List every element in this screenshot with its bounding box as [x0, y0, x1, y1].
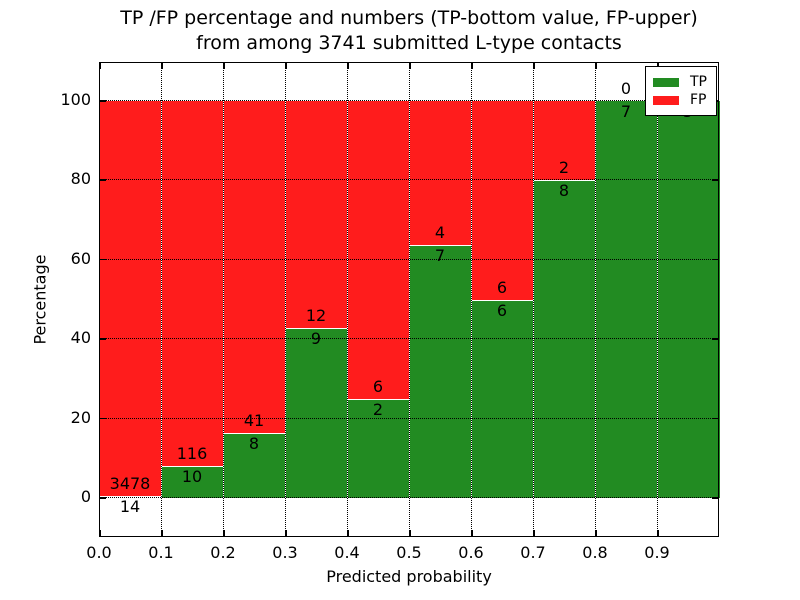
legend-item-tp: TP: [653, 74, 709, 90]
bar-segment-fp: [409, 100, 473, 247]
bar-count-label-tp: 6: [496, 300, 508, 320]
bar-segment-fp: [285, 100, 349, 329]
x-tick-mark: [595, 62, 597, 69]
x-tick-label: 0.0: [86, 543, 112, 562]
y-tick-label: 100: [60, 90, 91, 109]
y-tick-mark: [99, 258, 106, 261]
x-tick-mark: [595, 530, 597, 537]
gridline-vertical: [409, 62, 410, 537]
x-tick-mark: [161, 62, 163, 69]
y-tick-mark: [99, 338, 106, 340]
legend: TP FP: [645, 66, 717, 116]
plot-area: 34781411610418129624766280705: [99, 62, 721, 537]
x-tick-label: 0.7: [520, 543, 546, 562]
x-tick-mark: [533, 62, 535, 69]
x-tick-mark: [657, 530, 659, 537]
y-tick-mark: [712, 179, 719, 181]
bar-segment-tp: [471, 298, 535, 499]
bar-segment-fp: [471, 100, 535, 301]
bar-segment-tp: [657, 100, 721, 499]
x-tick-label: 0.5: [396, 543, 422, 562]
bar-count-label-tp: 14: [119, 497, 141, 517]
gridline-vertical: [471, 62, 472, 537]
bar-count-label-tp: 9: [310, 328, 322, 348]
x-tick-mark: [347, 530, 349, 537]
y-tick-mark: [99, 100, 106, 102]
x-tick-mark: [223, 62, 225, 69]
y-tick-mark: [712, 417, 719, 420]
x-tick-mark: [161, 530, 163, 537]
bar-count-label-tp: 8: [558, 181, 570, 201]
x-tick-mark: [99, 62, 101, 69]
gridline-vertical: [595, 62, 596, 537]
gridline-vertical: [533, 62, 534, 537]
x-tick-mark: [223, 530, 225, 537]
y-tick-label: 20: [70, 407, 91, 427]
x-tick-mark: [99, 530, 101, 537]
bar-count-label-fp: 4: [434, 223, 446, 243]
chart-title-line2: from among 3741 submitted L-type contact…: [196, 32, 622, 54]
bar-count-label-fp: 6: [496, 277, 508, 297]
bar-count-label-tp: 8: [248, 434, 260, 454]
y-tick-label: 60: [70, 248, 91, 268]
y-tick-mark: [712, 497, 719, 499]
y-tick-label: 0: [80, 487, 91, 506]
bar-count-label-tp: 2: [372, 399, 384, 419]
bar-count-label-fp: 2: [558, 158, 570, 178]
bar-count-label-tp: 7: [620, 102, 632, 121]
x-tick-label: 0.9: [644, 543, 670, 562]
x-tick-label: 0.1: [148, 543, 174, 562]
y-tick-mark: [712, 258, 719, 261]
legend-swatch-fp: [653, 95, 679, 105]
bar-segment-fp: [223, 100, 287, 435]
y-tick-mark: [99, 417, 106, 420]
x-tick-label: 0.3: [272, 543, 298, 562]
x-axis-label: Predicted probability: [326, 567, 492, 586]
bar-count-label-fp: 116: [176, 444, 208, 464]
legend-label: TP: [690, 74, 707, 90]
x-tick-label: 0.4: [334, 543, 360, 562]
x-tick-mark: [409, 62, 411, 69]
y-tick-mark: [99, 179, 106, 181]
x-tick-label: 0.6: [458, 543, 484, 562]
y-tick-mark: [99, 497, 106, 499]
x-tick-mark: [533, 530, 535, 537]
y-axis-label: Percentage: [30, 254, 50, 345]
x-tick-mark: [471, 530, 473, 537]
x-tick-mark: [657, 62, 659, 69]
chart-title-line1: TP /FP percentage and numbers (TP-bottom…: [120, 7, 698, 29]
gridline-vertical: [347, 62, 348, 537]
y-tick-label: 80: [70, 169, 91, 189]
bar-count-label-fp: 3478: [109, 474, 151, 494]
x-tick-label: 0.2: [210, 543, 236, 562]
x-tick-mark: [347, 62, 349, 69]
bar-count-label-fp: 12: [305, 305, 327, 325]
legend-label: FP: [690, 92, 707, 108]
bar-count-label-tp: 10: [181, 467, 203, 487]
gridline-vertical: [657, 62, 658, 537]
x-tick-mark: [471, 62, 473, 69]
bar-segment-fp: [99, 100, 163, 498]
bar-count-label-fp: 0: [620, 79, 632, 98]
legend-item-fp: FP: [653, 92, 709, 108]
x-tick-mark: [409, 530, 411, 537]
bar-segment-tp: [533, 179, 597, 499]
y-tick-label: 40: [70, 328, 91, 348]
y-tick-mark: [712, 338, 719, 340]
bar-count-label-tp: 7: [434, 246, 446, 266]
gridline-vertical: [161, 62, 162, 537]
chart-title: TP /FP percentage and numbers (TP-bottom…: [99, 6, 719, 56]
legend-swatch-tp: [653, 77, 679, 87]
gridline-vertical: [285, 62, 286, 537]
bar-count-label-fp: 41: [243, 411, 265, 431]
bar-segment-tp: [409, 244, 473, 499]
x-tick-mark: [285, 62, 287, 69]
x-tick-mark: [285, 530, 287, 537]
x-tick-label: 0.8: [582, 543, 608, 562]
gridline-vertical: [223, 62, 224, 537]
bar-count-label-fp: 6: [372, 376, 384, 396]
